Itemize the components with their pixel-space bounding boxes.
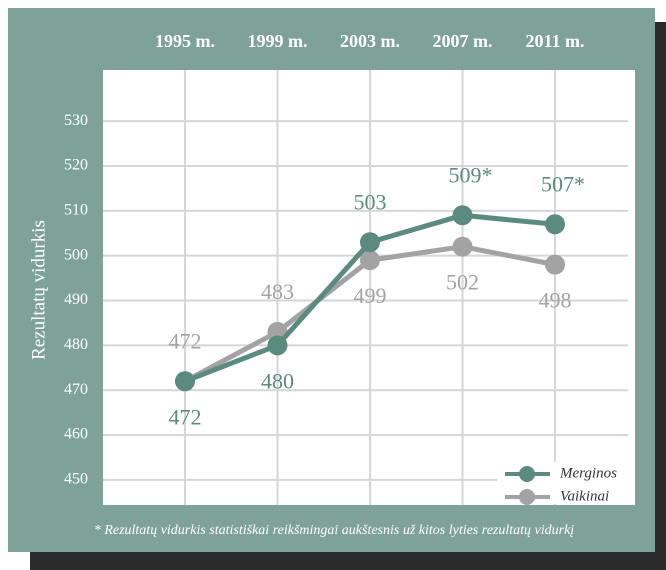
y-tick-label: 460 xyxy=(64,426,88,443)
legend-label: Vaikinai xyxy=(560,488,609,504)
legend-marker xyxy=(519,466,535,482)
legend-label: Merginos xyxy=(559,465,617,481)
y-tick-label: 510 xyxy=(64,201,88,218)
y-tick-label: 530 xyxy=(64,112,88,129)
x-tick-label: 1995 m. xyxy=(155,31,215,51)
data-label: 480 xyxy=(261,368,294,393)
y-tick-label: 500 xyxy=(64,246,88,263)
x-tick-label: 2007 m. xyxy=(433,31,493,51)
data-label: 509* xyxy=(449,162,493,187)
point xyxy=(360,250,380,271)
data-label: 502 xyxy=(446,270,479,295)
data-label: 483 xyxy=(261,279,294,304)
data-label: 498 xyxy=(539,288,572,313)
y-tick-label: 470 xyxy=(64,381,88,398)
y-tick-label: 480 xyxy=(64,336,88,353)
point xyxy=(175,371,195,392)
point xyxy=(452,236,473,257)
data-label: 503 xyxy=(354,189,387,214)
point xyxy=(545,214,565,235)
y-tick-label: 520 xyxy=(64,157,88,174)
point xyxy=(545,254,565,275)
footnote: * Rezultatų vidurkis statistiškai reikšm… xyxy=(94,523,574,538)
y-axis-label: Rezultatų vidurkis xyxy=(28,220,49,360)
data-label: 507* xyxy=(541,171,585,196)
x-tick-label: 2011 m. xyxy=(525,31,584,51)
data-label: 472 xyxy=(169,328,202,353)
legend-marker xyxy=(519,489,535,505)
data-label: 499 xyxy=(354,283,387,308)
y-tick-label: 490 xyxy=(64,291,88,308)
point xyxy=(267,335,288,356)
x-tick-label: 1999 m. xyxy=(248,31,308,51)
y-tick-label: 450 xyxy=(64,471,88,488)
data-label: 472 xyxy=(169,404,202,429)
point xyxy=(360,232,380,253)
point xyxy=(452,205,473,226)
x-tick-label: 2003 m. xyxy=(340,31,400,51)
